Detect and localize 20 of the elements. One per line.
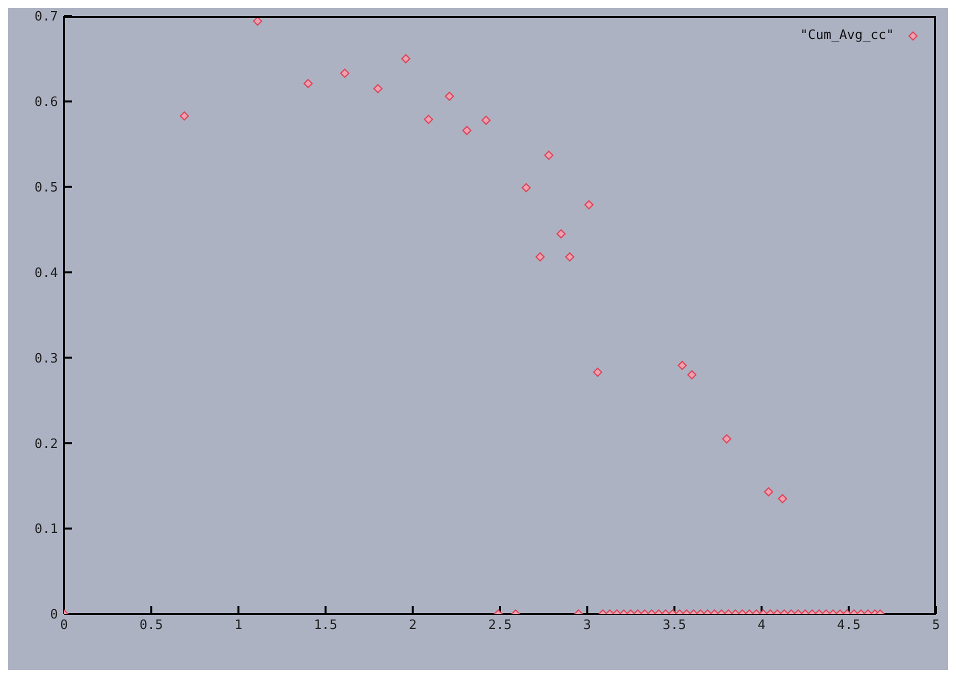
y-tick-label: 0.6 (34, 95, 58, 110)
y-tick-label: 0.4 (34, 266, 58, 281)
y-tick-label: 0.2 (34, 436, 58, 452)
x-tick-label: 2 (408, 618, 417, 634)
x-tick-label: 2.5 (488, 618, 512, 634)
y-tick-label: 0.5 (34, 180, 58, 196)
x-tick-label: 3.5 (662, 618, 686, 634)
y-tick-label: 0 (50, 608, 58, 623)
y-tick-label: 0.3 (34, 351, 58, 366)
x-tick-label: 3 (583, 618, 592, 634)
x-tick-label: 0 (60, 618, 68, 634)
x-tick-label: 4 (758, 618, 766, 634)
x-tick-label: 4.5 (837, 618, 861, 634)
x-tick-label: 0.5 (139, 618, 163, 634)
y-tick-label: 0.1 (34, 522, 58, 538)
x-tick-label: 1 (234, 618, 242, 634)
x-tick-label: 5 (932, 618, 940, 634)
legend-label: "Cum_Avg_cc" (800, 28, 894, 43)
x-tick-label: 1.5 (314, 618, 338, 634)
y-tick-label: 0.7 (34, 10, 58, 25)
